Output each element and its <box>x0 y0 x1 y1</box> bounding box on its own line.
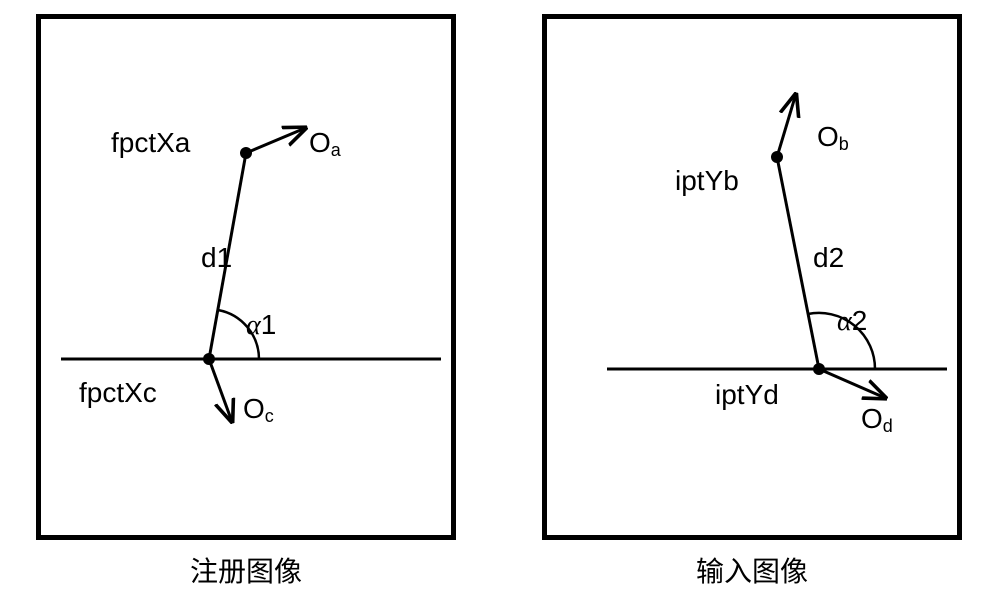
arrow-Od <box>819 369 883 397</box>
label-Od: Od <box>861 405 893 433</box>
arrow-Oc <box>209 359 231 419</box>
point-d <box>813 363 825 375</box>
label-d1: d1 <box>201 244 232 272</box>
label-Ob: Ob <box>817 123 849 151</box>
right-panel: iptYb iptYd Ob Od d2 α2 <box>542 14 962 540</box>
label-Oa: Oa <box>309 129 341 157</box>
label-alpha2: α2 <box>837 307 867 336</box>
left-caption: 注册图像 <box>36 550 456 590</box>
left-svg <box>41 19 461 545</box>
label-fpctXc: fpctXc <box>79 379 157 407</box>
right-svg <box>547 19 967 545</box>
label-iptYb: iptYb <box>675 167 739 195</box>
label-Oc: Oc <box>243 395 274 423</box>
left-panel: fpctXa fpctXc Oa Oc d1 α1 <box>36 14 456 540</box>
diagram-root: { "left": { "caption": "注册图像", "panel": … <box>0 0 1000 604</box>
label-alpha1: α1 <box>246 311 276 340</box>
point-c <box>203 353 215 365</box>
label-fpctXa: fpctXa <box>111 129 190 157</box>
right-caption: 输入图像 <box>542 550 962 590</box>
label-iptYd: iptYd <box>715 381 779 409</box>
label-d2: d2 <box>813 244 844 272</box>
point-b <box>771 151 783 163</box>
arrow-Ob <box>777 97 795 157</box>
arrow-Oa <box>246 129 303 153</box>
point-a <box>240 147 252 159</box>
